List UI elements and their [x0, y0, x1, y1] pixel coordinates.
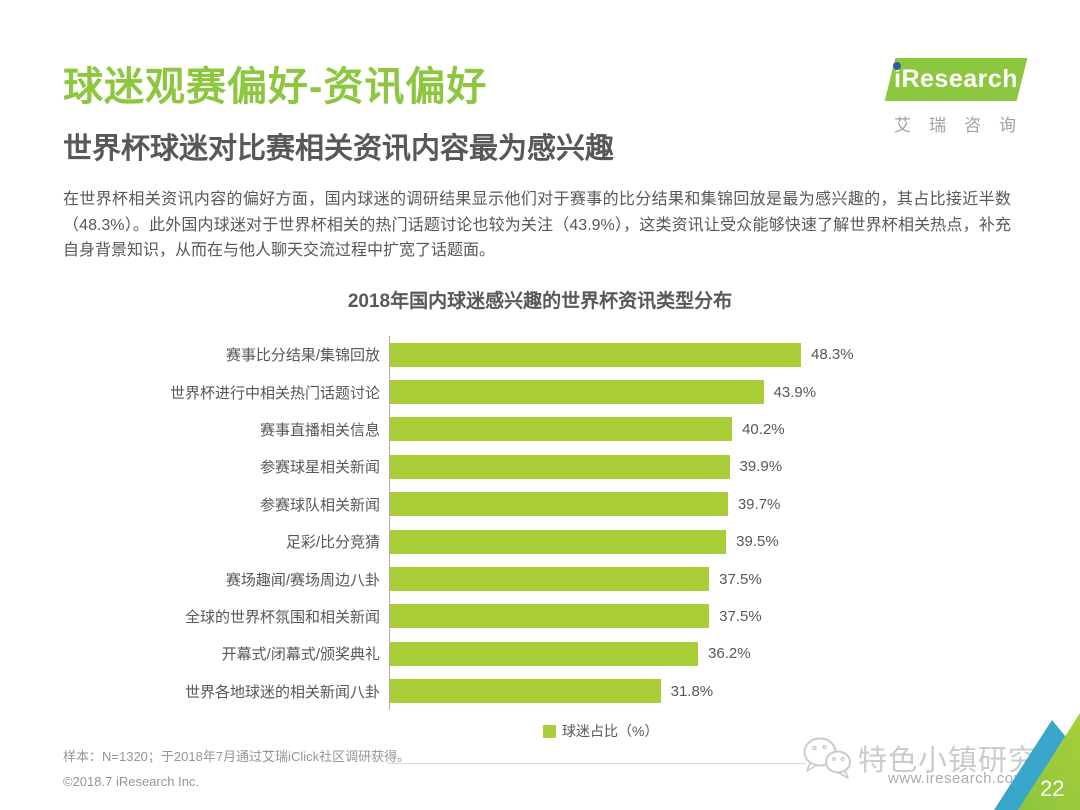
- chart-row: 世界各地球迷的相关新闻八卦 31.8%: [63, 672, 1017, 710]
- body-paragraph: 在世界杯相关资讯内容的偏好方面，国内球迷的调研结果显示他们对于赛事的比分结果和集…: [63, 191, 1011, 259]
- bar: [390, 529, 727, 554]
- website-url: www.iresearch.com.cn: [888, 770, 1049, 787]
- page-title: 球迷观赛偏好-资讯偏好: [63, 65, 488, 109]
- section-subtitle: 世界杯球迷对比赛相关资讯内容最为感兴趣: [63, 133, 615, 165]
- value-label: 37.5%: [719, 607, 762, 625]
- chart-row: 参赛球星相关新闻 39.9%: [63, 448, 1017, 486]
- value-label: 39.5%: [736, 533, 779, 551]
- bar-zone: 43.9%: [389, 373, 1017, 411]
- page-number: 22: [1040, 776, 1065, 801]
- bar: [390, 641, 699, 666]
- bar-zone: 36.2%: [389, 635, 1017, 673]
- chart-legend: 球迷占比（%）: [543, 721, 658, 741]
- category-label: 赛事比分结果/集锦回放: [225, 347, 380, 365]
- bar-zone: 39.9%: [389, 448, 1017, 486]
- corner-triangle-decoration: [994, 713, 1080, 810]
- bar-zone: 39.5%: [389, 522, 1017, 561]
- iresearch-logo-chinese: 艾瑞咨询: [894, 116, 1034, 135]
- logo-blue-dot-icon: [892, 62, 901, 70]
- value-label: 31.8%: [670, 682, 714, 700]
- chart-row: 开幕式/闭幕式/颁奖典礼 36.2%: [63, 635, 1017, 673]
- value-label: 37.5%: [719, 570, 762, 588]
- bar-zone: 37.5%: [389, 560, 1017, 598]
- bar-chart: 赛事比分结果/集锦回放 48.3% 世界杯进行中相关热门话题讨论 43.9% 赛事直播相…: [63, 336, 1017, 710]
- category-label: 世界各地球迷的相关新闻八卦: [184, 683, 380, 701]
- chart-row: 赛事比分结果/集锦回放 48.3%: [63, 336, 1017, 374]
- bar: [390, 604, 710, 629]
- bar: [390, 679, 661, 704]
- logo-letter-i: i: [892, 62, 901, 94]
- bar-zone: 40.2%: [389, 410, 1017, 449]
- chart-row: 赛场趣闻/赛场周边八卦 37.5%: [63, 560, 1017, 598]
- chart-rows: 赛事比分结果/集锦回放 48.3% 世界杯进行中相关热门话题讨论 43.9% 赛事直播相…: [63, 336, 1017, 710]
- watermark-divider-line: [388, 763, 806, 764]
- bar-zone: 37.5%: [389, 597, 1017, 636]
- chart-row: 世界杯进行中相关热门话题讨论 43.9%: [63, 373, 1017, 411]
- iresearch-logo-text: i Research: [892, 62, 1019, 94]
- sample-note: 样本：N=1320；于2018年7月通过艾瑞iClick社区调研获得。: [63, 749, 411, 764]
- category-label: 开幕式/闭幕式/颁奖典礼: [221, 646, 380, 664]
- value-label: 48.3%: [811, 346, 854, 364]
- bar: [390, 567, 710, 592]
- chart-row: 足彩/比分竞猜 39.5%: [63, 522, 1017, 561]
- bar-zone: 48.3%: [389, 336, 1017, 374]
- value-label: 39.7%: [737, 495, 781, 513]
- bar: [390, 380, 764, 405]
- category-label: 参赛球队相关新闻: [259, 496, 380, 514]
- value-label: 39.9%: [739, 458, 783, 476]
- value-label: 40.2%: [742, 420, 785, 438]
- category-label: 世界杯进行中相关热门话题讨论: [169, 384, 380, 402]
- bar: [390, 454, 730, 479]
- chart-row: 赛事直播相关信息 40.2%: [63, 410, 1017, 449]
- chart-row: 全球的世界杯氛围和相关新闻 37.5%: [63, 597, 1017, 636]
- iresearch-logo-band: i Research: [884, 58, 1028, 101]
- legend-label: 球迷占比（%）: [562, 723, 659, 739]
- category-label: 赛事直播相关信息: [259, 421, 380, 439]
- bar-zone: 31.8%: [389, 672, 1017, 710]
- legend-swatch: [543, 724, 556, 738]
- chart-title: 2018年国内球迷感兴趣的世界杯资讯类型分布: [347, 291, 733, 312]
- value-label: 36.2%: [708, 645, 751, 663]
- bar-zone: 39.7%: [389, 485, 1017, 523]
- category-label: 足彩/比分竞猜: [285, 534, 380, 552]
- bar: [390, 417, 733, 442]
- chart-row: 参赛球队相关新闻 39.7%: [63, 485, 1017, 523]
- wechat-icon: [800, 734, 856, 785]
- logo-letters-rest: Research: [901, 65, 1019, 93]
- category-label: 赛场趣闻/赛场周边八卦: [225, 571, 380, 589]
- bar: [390, 342, 802, 367]
- copyright-text: ©2018.7 iResearch Inc.: [63, 774, 200, 789]
- value-label: 43.9%: [773, 383, 817, 401]
- iresearch-logo: i Research 艾瑞咨询: [884, 58, 1034, 136]
- category-label: 全球的世界杯氛围和相关新闻: [184, 608, 380, 626]
- category-label: 参赛球星相关新闻: [259, 459, 380, 477]
- bar: [390, 492, 728, 517]
